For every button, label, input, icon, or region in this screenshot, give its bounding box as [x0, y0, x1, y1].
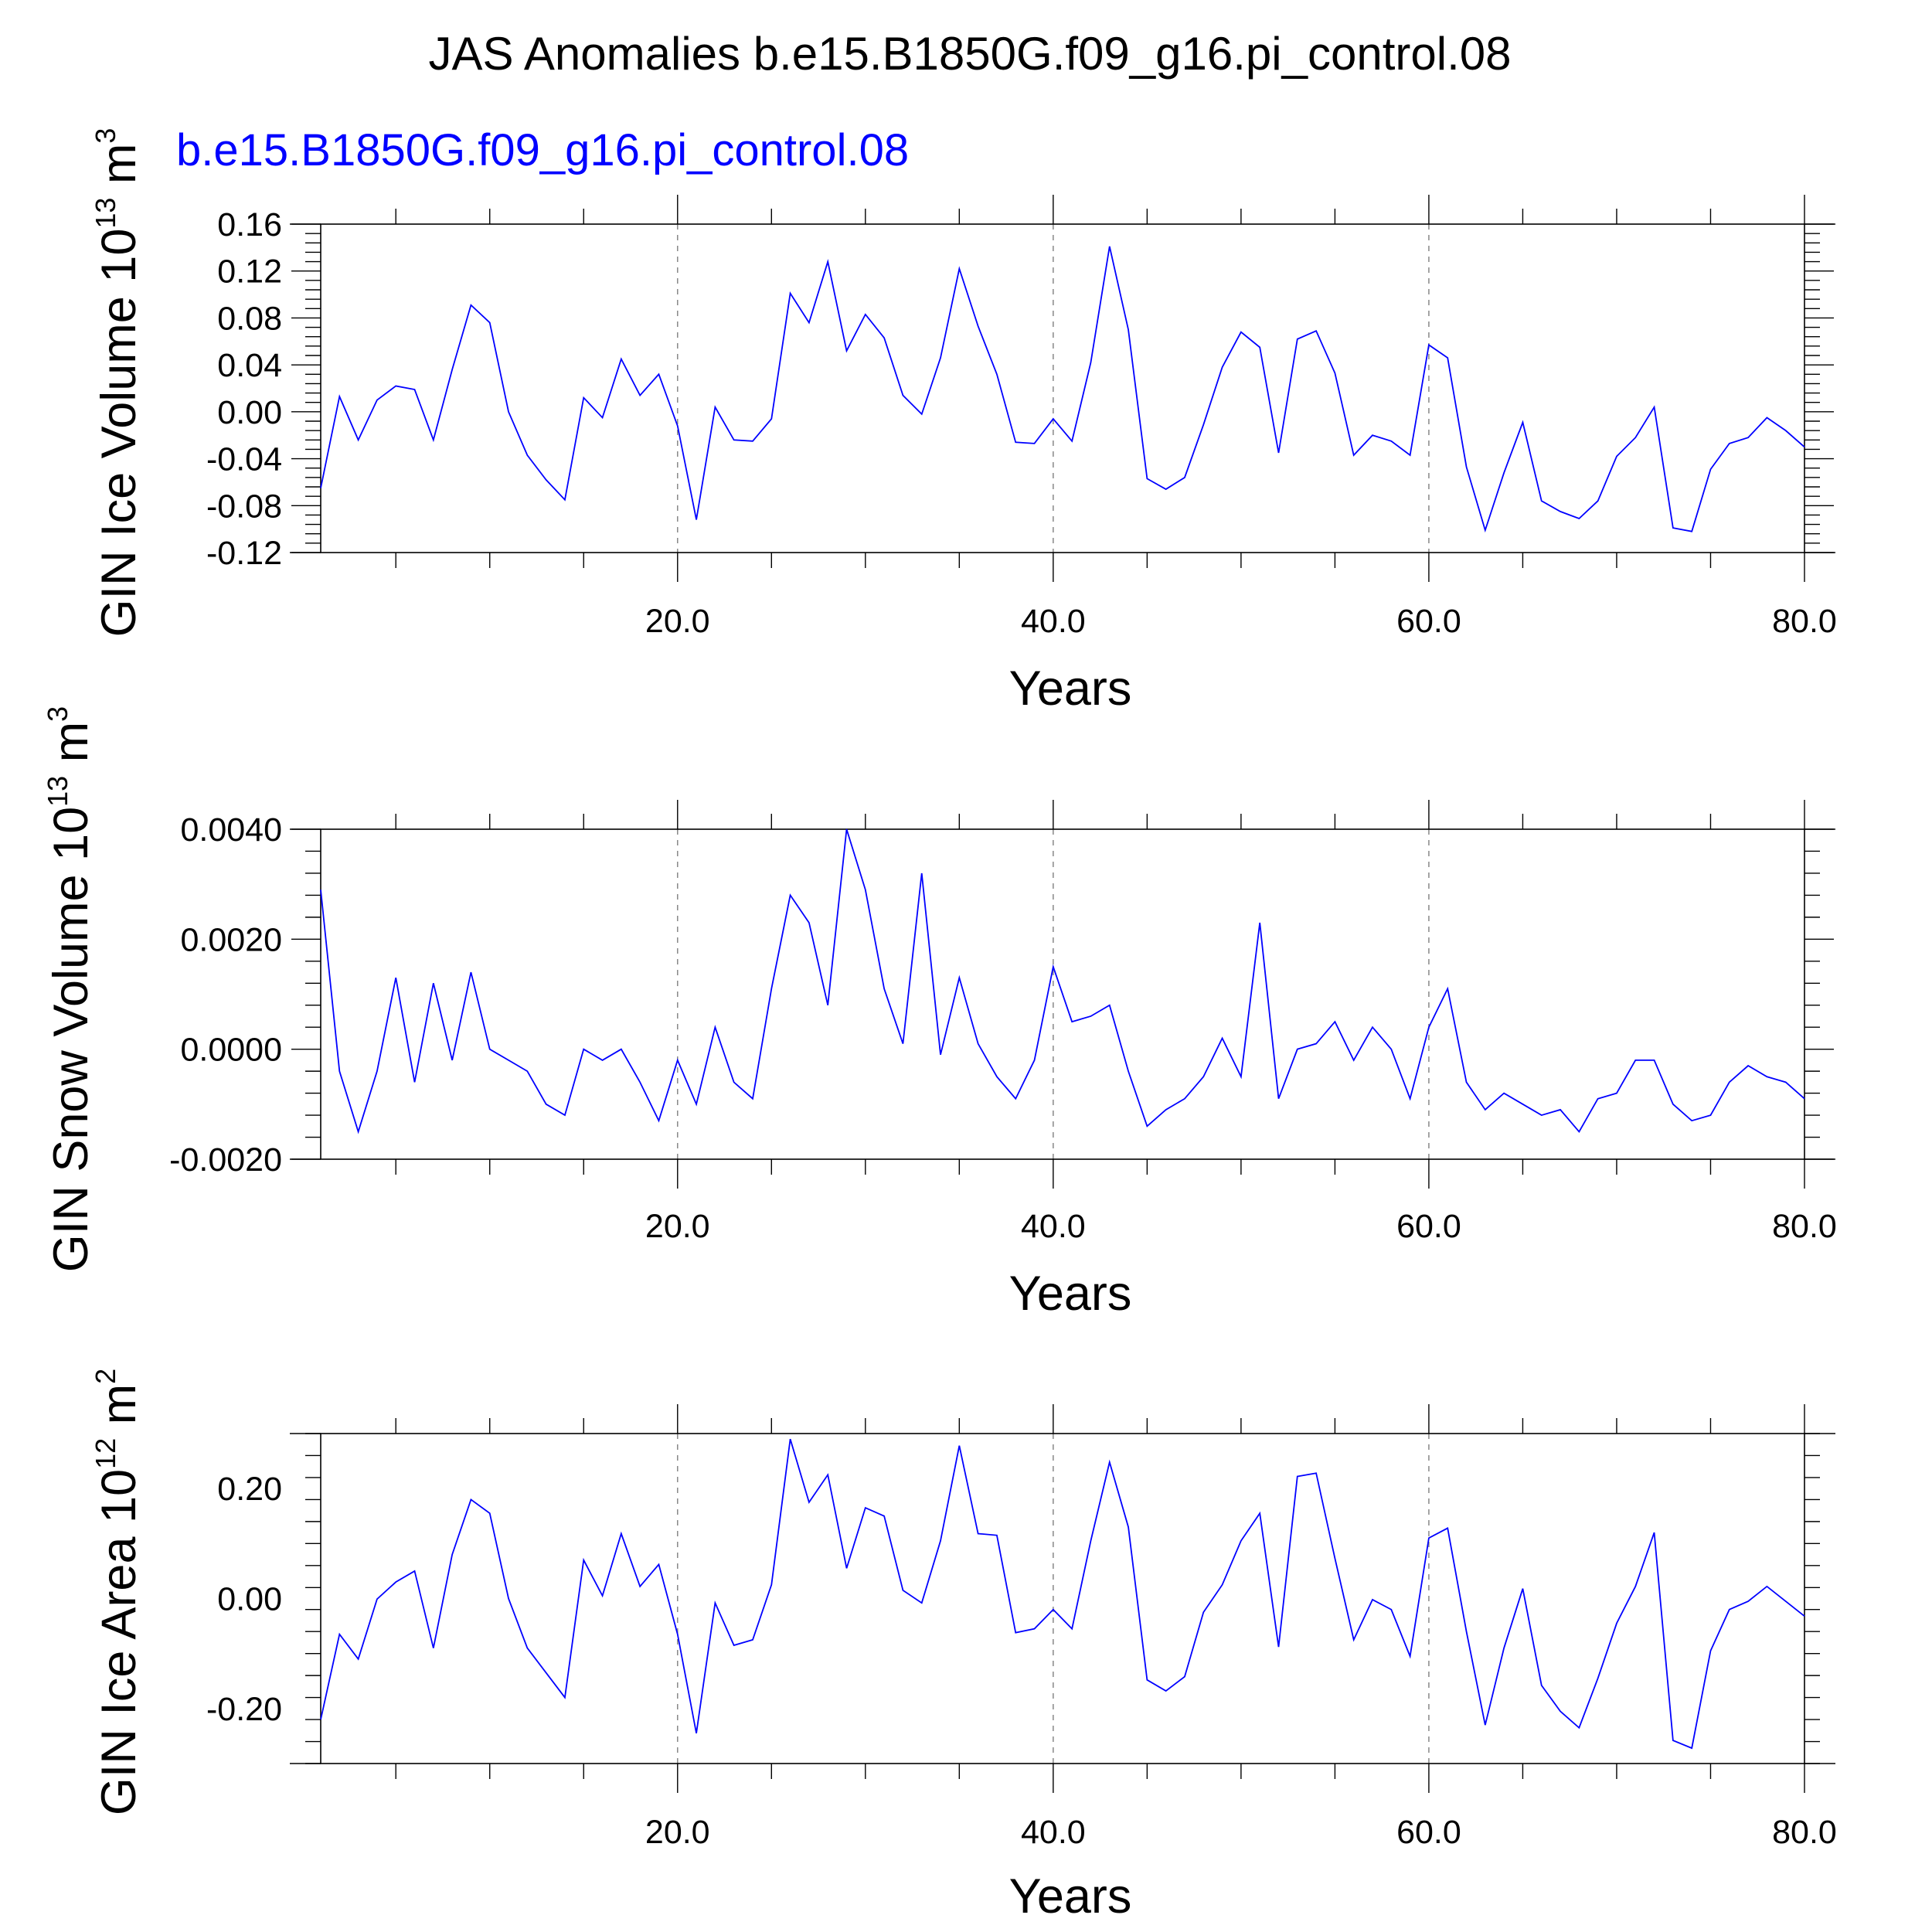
x-axis-label: Years [1009, 662, 1132, 716]
plot-frame [320, 1433, 1805, 1764]
y-axis-label-superscript: 12 [90, 1438, 121, 1469]
x-tick-label: 80.0 [1772, 1814, 1837, 1851]
x-tick-label: 20.0 [645, 1814, 710, 1851]
y-tick-label: 0.00 [217, 1581, 282, 1618]
x-tick-label: 40.0 [1021, 1814, 1086, 1851]
panel-snow-volume: -0.0020 0.0000 0.0020 0.0040 20.0 40.0 60.0 80.… [42, 706, 1837, 1321]
y-tick-label: 0.0020 [180, 921, 282, 958]
x-axis-label: Years [1009, 1267, 1132, 1321]
x-tick-label: 20.0 [645, 603, 710, 640]
x-axis-label: Years [1009, 1869, 1132, 1923]
y-axis-label-part: GIN Ice Volume 10 [92, 229, 146, 638]
x-tick-label: 60.0 [1396, 603, 1461, 640]
x-tick-label: 60.0 [1396, 1208, 1461, 1245]
x-tick-label: 40.0 [1021, 1208, 1086, 1245]
plot-frame [320, 223, 1805, 553]
y-tick-label: 0.12 [217, 253, 282, 291]
panel-ice-area: -0.20 0.00 0.20 20.0 40.0 60.0 80.0 Years GIN Ic… [90, 1369, 1837, 1923]
y-axis-label: GIN Ice Area 1012 m2 [90, 1369, 146, 1815]
y-axis-label-superscript: 13 [90, 198, 121, 229]
y-axis-label-superscript: 3 [42, 706, 73, 722]
y-axis-label-superscript: 13 [42, 776, 73, 807]
x-tick-label: 20.0 [645, 1208, 710, 1245]
y-tick-label: -0.12 [206, 535, 282, 572]
chart-subtitle: b.e15.B1850G.f09_g16.pi_control.08 [176, 125, 909, 175]
y-axis-label-part: m [92, 1384, 146, 1438]
y-tick-label: 0.00 [217, 394, 282, 431]
y-axis-label-superscript: 3 [90, 128, 121, 144]
y-axis-label: GIN Snow Volume 1013 m3 [42, 706, 98, 1272]
y-tick-label: -0.20 [206, 1691, 282, 1728]
series-line-ice-area [320, 1438, 1805, 1750]
y-tick-label: 0.08 [217, 300, 282, 337]
y-tick-label: 0.04 [217, 347, 282, 384]
x-tick-label: 80.0 [1772, 1208, 1837, 1245]
y-tick-label: 0.20 [217, 1471, 282, 1508]
y-tick-label: -0.08 [206, 488, 282, 525]
y-tick-label: 0.0040 [180, 811, 282, 849]
chart-title: JAS Anomalies b.e15.B1850G.f09_g16.pi_co… [429, 28, 1512, 80]
y-axis-label-part: GIN Snow Volume 10 [44, 807, 98, 1272]
x-tick-label: 40.0 [1021, 603, 1086, 640]
chart-panels: -0.12 -0.08 -0.04 0.00 0.04 0.08 0.12 0.16 20.0 4… [42, 128, 1837, 1923]
y-axis-label: GIN Ice Volume 1013 m3 [90, 128, 146, 638]
plot-frame [320, 828, 1805, 1160]
series-line-snow-volume [320, 828, 1805, 1134]
y-tick-label: 0.0000 [180, 1032, 282, 1069]
y-axis-label-part: GIN Ice Area 10 [92, 1469, 146, 1815]
x-tick-label: 80.0 [1772, 603, 1837, 640]
y-axis-label-part: m [92, 144, 146, 198]
y-tick-label: -0.0020 [169, 1141, 282, 1179]
x-tick-label: 60.0 [1396, 1814, 1461, 1851]
panel-ice-volume: -0.12 -0.08 -0.04 0.00 0.04 0.08 0.12 0.16 20.0 4… [90, 128, 1837, 716]
series-line-ice-volume [320, 246, 1805, 533]
y-axis-label-superscript: 2 [90, 1369, 121, 1384]
y-tick-label: -0.04 [206, 441, 282, 478]
y-axis-label-part: m [44, 722, 98, 776]
y-tick-label: 0.16 [217, 206, 282, 243]
